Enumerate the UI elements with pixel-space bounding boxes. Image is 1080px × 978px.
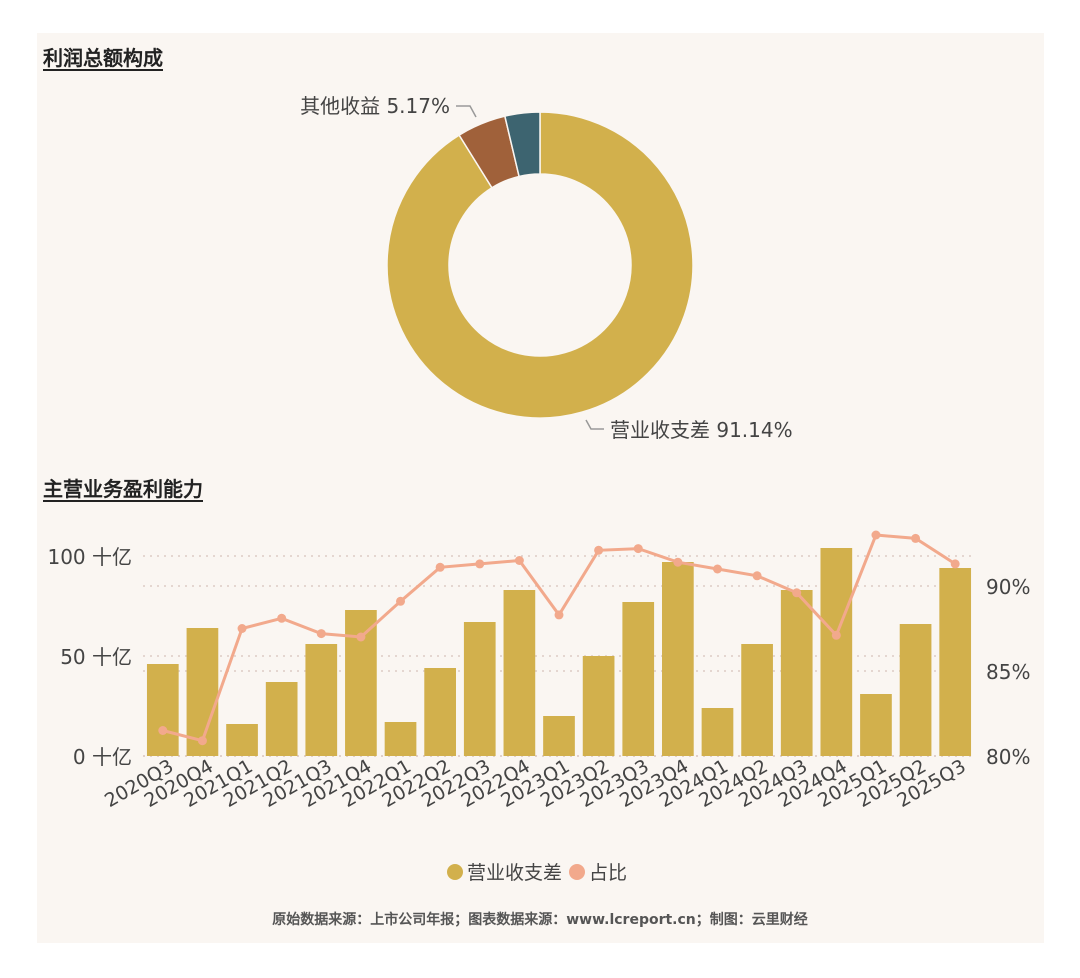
leader-line — [585, 419, 604, 430]
slice-label: 营业收支差 91.14% — [610, 418, 793, 442]
donut-slice — [503, 111, 541, 178]
donut-slice — [386, 111, 694, 419]
bar-section-title: 主营业务盈利能力 — [43, 477, 203, 501]
chart-panel — [37, 33, 1044, 943]
source-note: 原始数据来源：上市公司年报；图表数据来源：www.lcreport.cn；制图：… — [272, 912, 808, 928]
donut-labels: 营业收支差 91.14% 其他收益 5.17% — [300, 94, 793, 442]
donut-chart: 营业收支差 91.14% 其他收益 5.17% — [300, 94, 793, 442]
slice-label: 其他收益 5.17% — [300, 94, 450, 118]
leader-line — [456, 105, 477, 118]
donut-slices — [386, 111, 694, 419]
donut-section-title: 利润总额构成 — [43, 46, 163, 70]
